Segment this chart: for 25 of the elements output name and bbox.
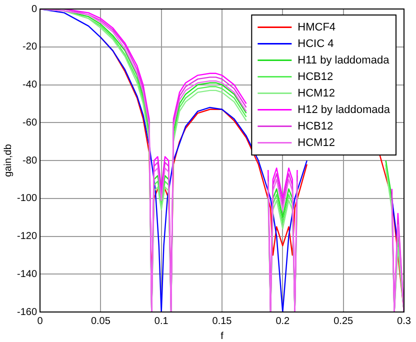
x-tick-label: 0.15 (212, 316, 232, 327)
legend-label: HCB12 (298, 120, 334, 132)
x-tick-label: 0.05 (90, 316, 111, 327)
y-tick-label: 0 (31, 4, 38, 15)
legend-label: HCB12 (298, 70, 334, 83)
y-tick-label: -20 (22, 42, 38, 53)
y-tick-label: -80 (22, 155, 38, 166)
x-tick-label: 0.1 (154, 316, 169, 327)
legend-label: HCM12 (298, 87, 335, 100)
legend-label: H11 by laddomada (298, 54, 390, 66)
x-tick-label: 0.25 (334, 316, 354, 327)
y-tick-label: -160 (17, 306, 38, 318)
y-tick-label: -100 (17, 193, 38, 204)
x-tick-label: 0.2 (276, 316, 290, 327)
x-axis-title: f (220, 330, 224, 342)
y-tick-label: -140 (17, 268, 38, 280)
y-tick-label: -120 (17, 231, 38, 242)
legend-label: HCIC 4 (298, 38, 334, 50)
legend-label: H12 by laddomada (298, 104, 391, 116)
legend-label: HCM12 (298, 136, 335, 149)
y-tick-label: -40 (22, 80, 38, 90)
x-tick-label: 0.3 (397, 316, 412, 327)
y-axis-title: gain,db (2, 144, 14, 177)
y-tick-label: -60 (22, 117, 38, 128)
legend-label: HMCF4 (298, 21, 336, 34)
